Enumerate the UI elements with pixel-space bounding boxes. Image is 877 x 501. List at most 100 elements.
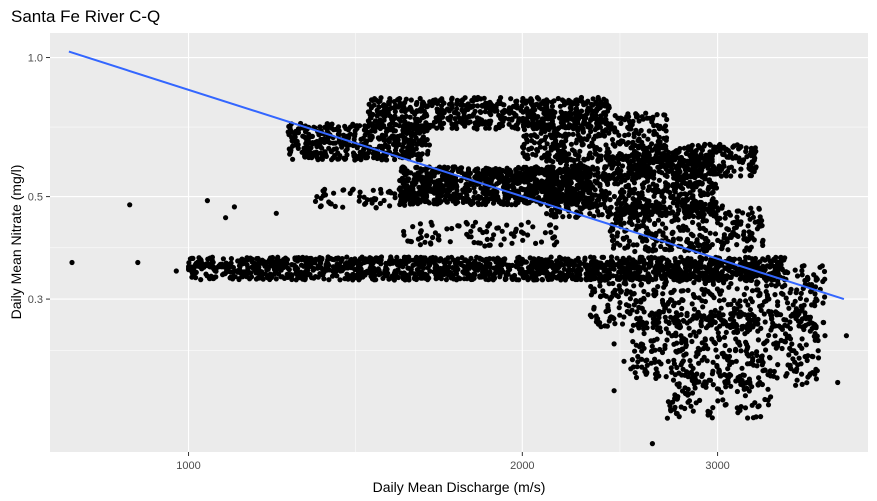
data-point (420, 135, 426, 142)
data-point (630, 339, 636, 345)
data-point (302, 273, 308, 279)
data-point (632, 348, 638, 354)
data-point (558, 115, 564, 122)
data-point (579, 190, 585, 196)
data-point (769, 316, 775, 322)
data-point (360, 274, 366, 280)
data-point (655, 261, 661, 267)
data-point (275, 263, 281, 269)
data-point (664, 116, 670, 123)
data-point (309, 275, 315, 281)
data-point (661, 265, 667, 271)
data-point (591, 304, 597, 310)
data-point (782, 269, 788, 276)
data-point (718, 373, 724, 379)
data-point (679, 297, 685, 303)
data-point (673, 348, 679, 354)
data-point (590, 164, 596, 170)
data-point (260, 276, 266, 282)
data-point (744, 361, 751, 367)
data-point (643, 320, 650, 326)
data-point (434, 189, 440, 195)
data-point (452, 264, 459, 270)
data-point (692, 385, 698, 391)
data-point (771, 341, 777, 347)
data-point (550, 122, 556, 128)
data-point (653, 289, 659, 295)
data-point (688, 256, 694, 262)
data-point (727, 316, 734, 322)
data-point (648, 348, 655, 354)
data-point (624, 308, 630, 315)
data-point (814, 333, 820, 339)
data-point (787, 362, 793, 368)
data-point (685, 287, 691, 293)
data-point (744, 261, 750, 268)
data-point (739, 365, 745, 371)
data-point (410, 257, 417, 263)
data-point (726, 284, 732, 290)
data-point (701, 345, 707, 352)
data-point (344, 260, 350, 266)
data-point (362, 125, 369, 131)
data-point (328, 256, 334, 262)
data-point (669, 333, 675, 339)
data-point (493, 126, 499, 132)
data-point (703, 384, 709, 390)
data-point (779, 257, 785, 263)
data-point (698, 318, 704, 324)
data-point (685, 263, 691, 269)
data-point (463, 186, 469, 192)
data-point (663, 135, 670, 141)
data-point (627, 289, 634, 295)
data-point (360, 135, 366, 141)
data-point (799, 381, 805, 387)
data-point (768, 282, 775, 288)
data-point (522, 118, 528, 124)
data-point (564, 100, 571, 106)
data-point (792, 267, 798, 273)
data-point (622, 132, 628, 138)
data-point (742, 380, 749, 386)
data-point (362, 151, 368, 157)
data-point (605, 302, 611, 308)
data-point (608, 121, 614, 127)
data-point (394, 261, 400, 268)
data-point (525, 265, 532, 271)
data-point (565, 268, 571, 275)
data-point (668, 290, 674, 296)
data-point (660, 126, 667, 132)
data-point (822, 276, 828, 282)
data-point (590, 275, 596, 281)
data-point (439, 96, 445, 102)
data-point (514, 188, 520, 194)
data-point (454, 125, 460, 132)
data-point (655, 284, 661, 290)
data-point (695, 263, 701, 269)
data-point (743, 285, 750, 291)
data-point (249, 264, 255, 270)
data-point (366, 101, 372, 107)
data-point (394, 254, 400, 260)
data-point (542, 270, 548, 276)
data-point (668, 365, 674, 371)
data-point (381, 137, 387, 143)
data-point (487, 261, 493, 267)
data-point (310, 265, 316, 271)
data-point (601, 110, 607, 116)
data-point (535, 114, 541, 120)
data-point (538, 269, 544, 276)
data-point (424, 258, 430, 264)
data-point (702, 298, 709, 305)
data-point (595, 120, 601, 126)
data-point (635, 272, 641, 278)
data-point (243, 272, 249, 278)
data-point (602, 116, 608, 122)
data-point (705, 266, 711, 272)
data-point (259, 258, 266, 265)
data-point (759, 353, 765, 359)
data-point (813, 323, 819, 329)
data-point (762, 257, 768, 263)
data-point (822, 294, 828, 300)
data-point (781, 338, 787, 344)
